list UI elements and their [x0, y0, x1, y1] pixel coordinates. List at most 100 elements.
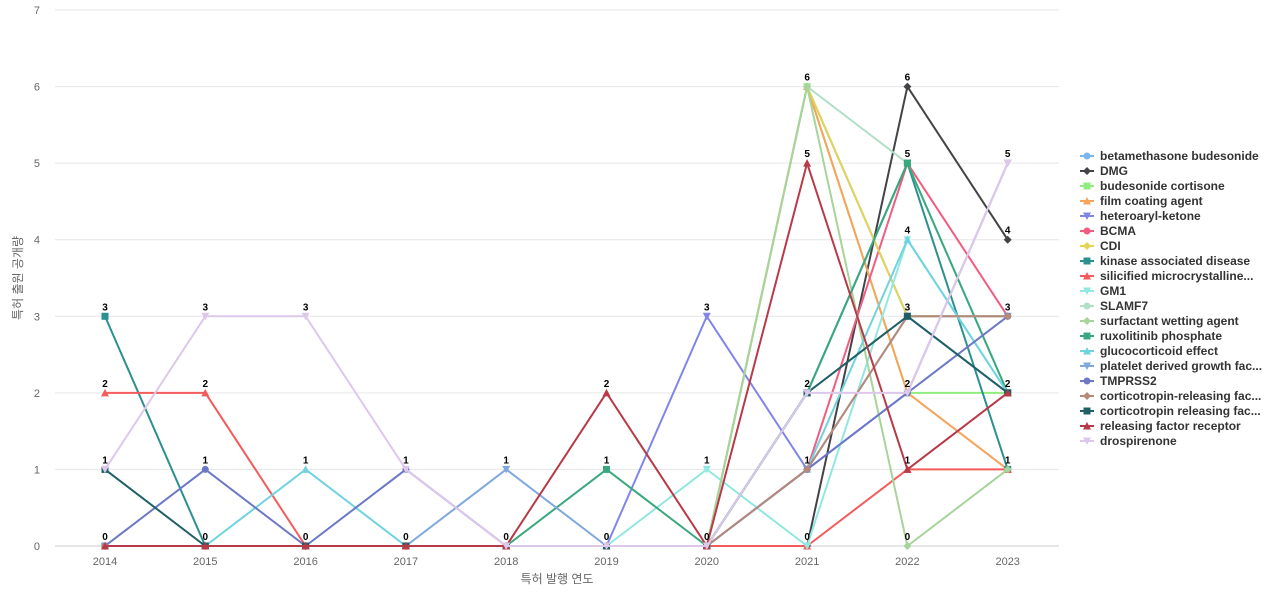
data-label: 0: [804, 532, 810, 543]
data-point: [602, 388, 611, 397]
data-label: 0: [604, 532, 610, 543]
legend-item[interactable]: TMPRSS2: [1080, 374, 1157, 388]
x-tick-label: 2015: [193, 556, 217, 568]
data-point: [201, 465, 209, 473]
legend-label: platelet derived growth fac...: [1100, 359, 1262, 373]
series-line: [101, 159, 1012, 550]
data-label: 0: [303, 532, 309, 543]
data-point: [502, 542, 511, 550]
data-point: [401, 465, 410, 474]
legend-symbol: [1083, 257, 1091, 265]
legend-symbol: [1083, 287, 1091, 295]
series-line: [101, 159, 1012, 550]
x-tick-label: 2023: [995, 556, 1019, 568]
data-label: 4: [1005, 226, 1011, 237]
data-point: [502, 465, 511, 474]
legend-item[interactable]: drospirenone: [1080, 434, 1177, 448]
legend-symbol: [1083, 422, 1091, 430]
x-tick-label: 2020: [695, 556, 719, 568]
series-line: [101, 159, 1012, 550]
data-point: [1003, 159, 1012, 168]
series-path: [104, 315, 1009, 547]
legend-symbol: [1083, 242, 1091, 250]
data-point: [803, 82, 812, 91]
legend-item[interactable]: film coating agent: [1080, 194, 1203, 208]
data-point: [401, 542, 410, 550]
legend-label: silicified microcrystalline...: [1100, 269, 1253, 283]
legend-label: DMG: [1100, 164, 1128, 178]
legend-item[interactable]: CDI: [1080, 239, 1121, 253]
legend-symbol: [1083, 302, 1091, 310]
legend-label: SLAMF7: [1100, 299, 1148, 313]
series-path: [105, 162, 1009, 547]
data-label: 2: [905, 379, 911, 390]
legend-symbol: [1083, 332, 1091, 340]
legend-symbol: [1083, 347, 1091, 355]
series-path: [105, 315, 1008, 547]
data-point: [903, 542, 912, 550]
data-label: 5: [905, 149, 911, 160]
legend-item[interactable]: corticotropin-releasing fac...: [1080, 389, 1261, 403]
legend-item[interactable]: releasing factor receptor: [1080, 419, 1241, 433]
legend-item[interactable]: platelet derived growth fac...: [1080, 359, 1262, 373]
y-tick-label: 5: [34, 158, 40, 170]
y-axis-title: 특허 출원 공개량: [11, 236, 25, 320]
legend-symbol: [1083, 182, 1091, 190]
series-path: [105, 162, 1009, 547]
data-point: [301, 542, 310, 550]
legend-item[interactable]: kinase associated disease: [1080, 254, 1250, 268]
legend-item[interactable]: silicified microcrystalline...: [1080, 269, 1253, 283]
legend-label: TMPRSS2: [1100, 374, 1157, 388]
legend-symbol: [1083, 152, 1091, 160]
y-tick-label: 3: [34, 311, 40, 323]
data-label: 2: [102, 379, 108, 390]
legend-symbol: [1083, 437, 1091, 445]
data-label: 1: [604, 455, 610, 466]
series-line: [101, 159, 1012, 550]
legend-item[interactable]: DMG: [1080, 164, 1128, 178]
data-label: 6: [804, 73, 810, 84]
legend-symbol: [1083, 377, 1091, 385]
legend-item[interactable]: BCMA: [1080, 224, 1136, 238]
legend-item[interactable]: heteroaryl-ketone: [1080, 209, 1201, 223]
data-label: 4: [905, 226, 911, 237]
data-point: [301, 465, 310, 473]
y-tick-label: 1: [34, 464, 40, 476]
data-label: 3: [1005, 302, 1011, 313]
data-label: 0: [403, 532, 409, 543]
legend-item[interactable]: glucocorticoid effect: [1080, 344, 1218, 358]
x-axis-ticks: 2014 2015 2016 2017 2018 2019 2020 2021 2022 2023: [93, 556, 1020, 568]
series-line: [101, 312, 1012, 550]
series-group: [101, 82, 1012, 550]
legend-item[interactable]: budesonide cortisone: [1080, 179, 1225, 193]
legend-item[interactable]: surfactant wetting agent: [1080, 314, 1239, 328]
data-point: [1003, 465, 1012, 474]
data-point: [903, 82, 912, 91]
legend-item[interactable]: SLAMF7: [1080, 299, 1148, 313]
legend-label: BCMA: [1100, 224, 1136, 238]
x-tick-label: 2017: [394, 556, 418, 568]
y-tick-label: 6: [34, 82, 40, 94]
legend-item[interactable]: ruxolitinib phosphate: [1080, 329, 1222, 343]
legend-label: glucocorticoid effect: [1100, 344, 1218, 358]
legend-item[interactable]: GM1: [1080, 284, 1126, 298]
legend-symbol: [1083, 212, 1091, 220]
legend-label: corticotropin-releasing fac...: [1100, 389, 1261, 403]
data-point: [101, 542, 109, 550]
data-label: 1: [403, 455, 409, 466]
data-label: 0: [503, 532, 509, 543]
legend-label: GM1: [1100, 284, 1126, 298]
data-point: [101, 312, 109, 320]
legend-item[interactable]: betamethasone budesonide: [1080, 149, 1259, 163]
data-point: [803, 389, 812, 397]
data-point: [603, 465, 610, 473]
x-tick-label: 2022: [895, 556, 919, 568]
series-path: [104, 162, 1009, 547]
legend-item[interactable]: corticotropin releasing fac...: [1080, 404, 1261, 418]
legend-label: heteroaryl-ketone: [1100, 209, 1201, 223]
legend-symbol: [1083, 272, 1091, 280]
data-point: [101, 388, 109, 397]
data-label: 0: [704, 532, 710, 543]
data-point: [602, 542, 611, 550]
